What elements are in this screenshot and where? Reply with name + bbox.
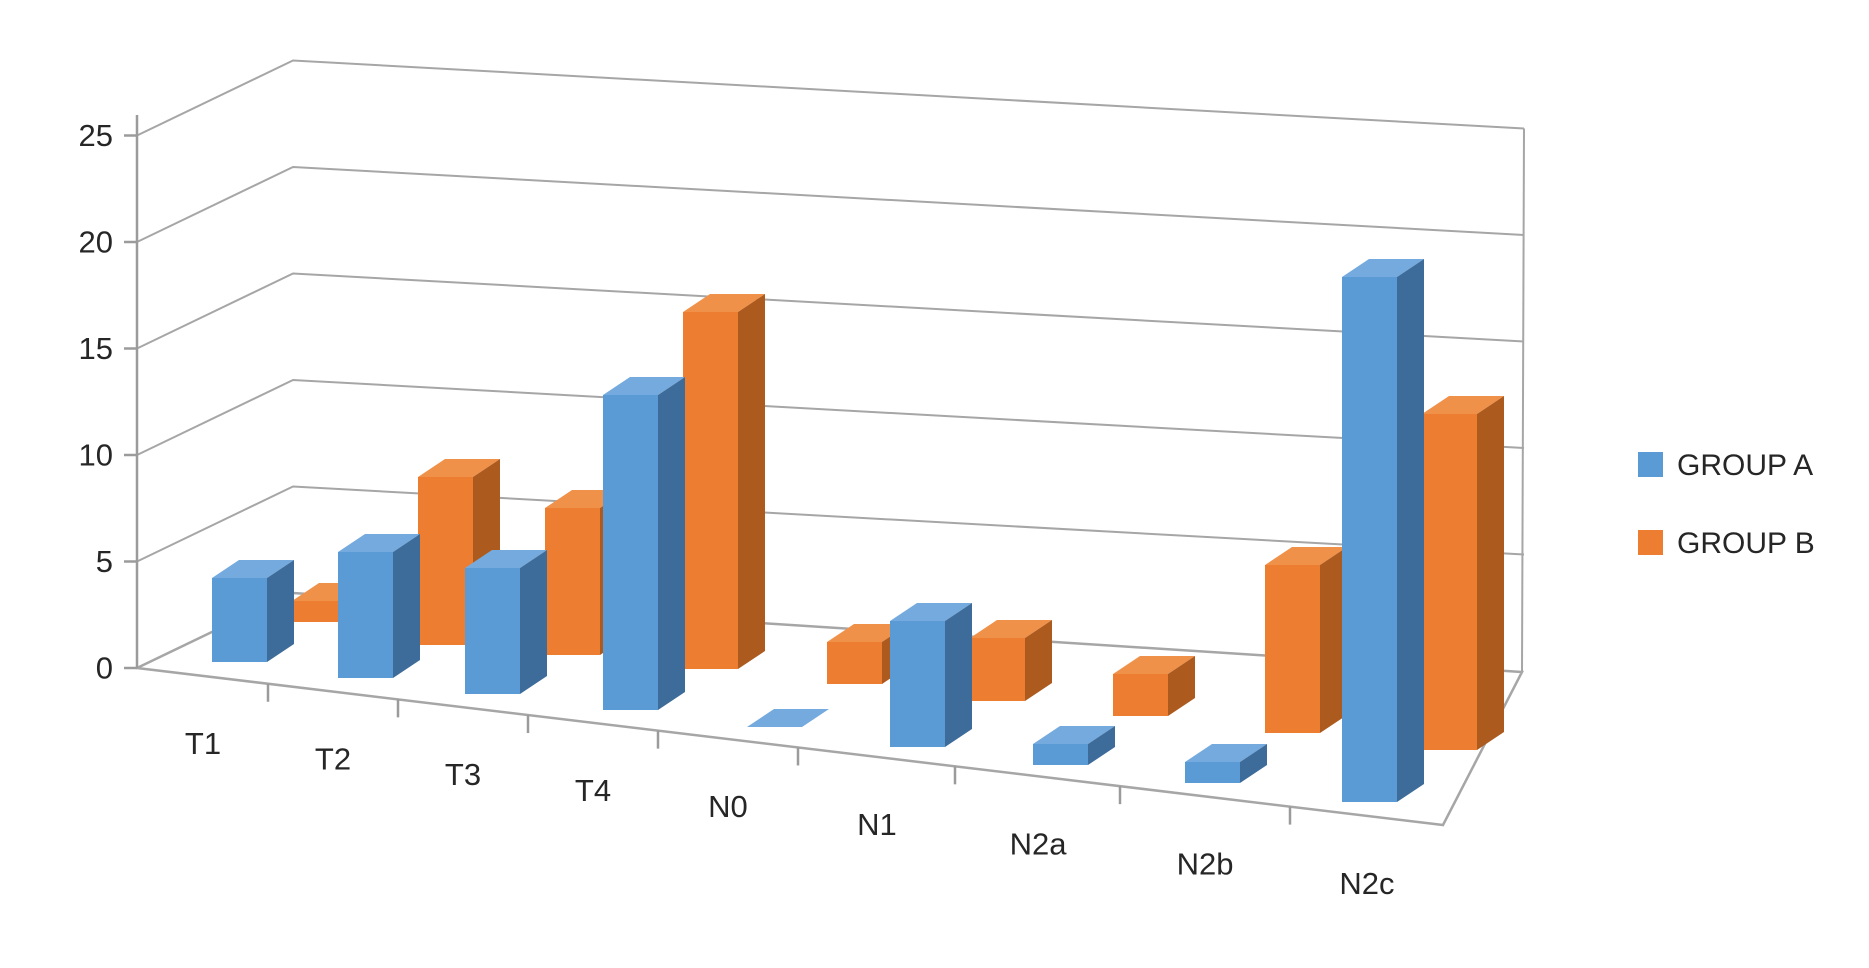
- wall-right-edge: [1521, 128, 1525, 673]
- bar-side-face: [658, 377, 685, 710]
- bar-top-face: [1113, 656, 1195, 674]
- x-category-label-T4: T4: [575, 773, 611, 808]
- bar-top-face: [1342, 259, 1424, 277]
- legend-swatch-GROUPA: [1638, 452, 1663, 477]
- bar-side-face: [393, 534, 420, 678]
- legend-swatch-GROUPB: [1638, 530, 1663, 555]
- bar-front-face: [827, 642, 882, 684]
- y-tick-label-15: 15: [79, 331, 113, 366]
- bar-GROUPB-T2: [418, 459, 500, 645]
- bar-front-face: [1113, 674, 1168, 716]
- gridline-20: [136, 165, 1525, 243]
- bar-top-face: [747, 709, 829, 727]
- y-tick-label-25: 25: [79, 118, 113, 153]
- bar-GROUPB-N2b: [1265, 547, 1347, 733]
- x-category-label-N1: N1: [857, 807, 897, 842]
- bar-top-face: [212, 560, 294, 578]
- x-category-label-T2: T2: [315, 742, 351, 777]
- bar-top-face: [338, 534, 420, 552]
- legend-label-GROUPB: GROUP B: [1677, 527, 1815, 560]
- bar-GROUPB-N1: [970, 620, 1052, 701]
- x-category-label-N0: N0: [708, 789, 748, 824]
- bar-side-face: [1168, 656, 1195, 716]
- bar-side-face: [1397, 259, 1424, 802]
- gridline-25: [136, 59, 1525, 137]
- bar-side-face: [1025, 620, 1052, 701]
- bar-front-face: [1422, 414, 1477, 750]
- bar-front-face: [545, 508, 600, 655]
- x-category-label-N2c: N2c: [1339, 866, 1394, 901]
- y-tick-label-20: 20: [79, 225, 113, 260]
- bar-front-face: [212, 578, 267, 662]
- gridline-15: [136, 272, 1525, 350]
- bar-side-face: [520, 550, 547, 694]
- y-tick-label-5: 5: [96, 544, 113, 579]
- bar-GROUPA-N1: [890, 603, 972, 747]
- gridline-5: [136, 485, 1525, 563]
- bar-GROUPA-T2: [338, 534, 420, 678]
- bar-front-face: [890, 621, 945, 747]
- bar-side-face: [1477, 396, 1504, 750]
- bar-top-face: [1422, 396, 1504, 414]
- bar-top-face: [1033, 726, 1115, 744]
- y-tick-label-0: 0: [96, 651, 113, 686]
- bar-front-face: [418, 477, 473, 645]
- bar-top-face: [603, 377, 685, 395]
- bar-GROUPA-N2b: [1185, 744, 1267, 783]
- bar-side-face: [738, 294, 765, 669]
- bar-side-face: [1320, 547, 1347, 733]
- bar-front-face: [970, 638, 1025, 701]
- bar-side-face: [945, 603, 972, 747]
- x-category-label-T3: T3: [445, 757, 481, 792]
- bar-top-face: [1185, 744, 1267, 762]
- bar-top-face: [418, 459, 500, 477]
- y-tick-label-10: 10: [79, 438, 113, 473]
- bar-GROUPB-N2a: [1113, 656, 1195, 716]
- bar-GROUPB-T4: [683, 294, 765, 669]
- bar-top-face: [890, 603, 972, 621]
- bar-top-face: [1265, 547, 1347, 565]
- bar-front-face: [338, 552, 393, 678]
- bar-front-face: [1342, 277, 1397, 802]
- x-category-label-N2b: N2b: [1177, 846, 1234, 881]
- bar-top-face: [683, 294, 765, 312]
- legend-label-GROUPA: GROUP A: [1677, 449, 1813, 482]
- bar-GROUPB-N2c: [1422, 396, 1504, 750]
- bar-side-face: [1088, 726, 1115, 765]
- gridline-10: [136, 378, 1525, 456]
- bar-GROUPA-T4: [603, 377, 685, 710]
- bar-front-face: [603, 395, 658, 710]
- bar-GROUPA-N2a: [1033, 726, 1115, 765]
- bar-top-face: [465, 550, 547, 568]
- bar-GROUPA-T3: [465, 550, 547, 694]
- bar-side-face: [267, 560, 294, 662]
- bar-GROUPA-N2c: [1342, 259, 1424, 802]
- bar-front-face: [465, 568, 520, 694]
- bar-front-face: [683, 312, 738, 669]
- bar-GROUPA-T1: [212, 560, 294, 662]
- bar-front-face: [1185, 762, 1240, 783]
- x-category-label-N2a: N2a: [1010, 826, 1068, 861]
- bar-top-face: [970, 620, 1052, 638]
- bar-top-face: [827, 624, 909, 642]
- bar-GROUPA-N0: [747, 709, 829, 727]
- bar-front-face: [1265, 565, 1320, 733]
- bar-front-face: [292, 601, 347, 622]
- bar-side-face: [1240, 744, 1267, 783]
- x-category-label-T1: T1: [185, 726, 221, 761]
- bar-front-face: [1033, 744, 1088, 765]
